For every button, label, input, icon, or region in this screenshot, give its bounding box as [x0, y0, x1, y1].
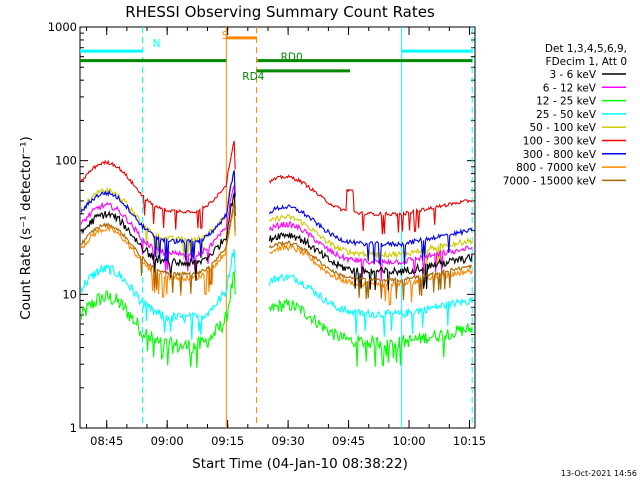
x-axis-label: Start Time (04-Jan-10 08:38:22) [192, 456, 408, 472]
mode-label: RD0 [281, 52, 303, 64]
x-tick-label: 09:15 [211, 434, 244, 448]
x-tick-label: 10:00 [392, 434, 425, 448]
timestamp: 13-Oct-2021 14:56 [561, 469, 637, 478]
legend-label: 25 - 50 keV [536, 109, 597, 121]
series-line-25-50-kev [81, 249, 473, 340]
legend-label: 6 - 12 keV [543, 82, 597, 94]
y-tick-label: 10 [62, 287, 77, 301]
legend-label: 12 - 25 keV [536, 96, 597, 108]
series-line-7000-15000-kev [81, 202, 473, 301]
series-line-100-300-kev [81, 140, 473, 235]
y-tick-label: 1000 [48, 20, 77, 34]
x-tick-label: 09:30 [272, 434, 305, 448]
y-tick-label: 1 [70, 421, 77, 435]
chart-title: RHESSI Observing Summary Count Rates [125, 3, 435, 21]
series-line-50-100-kev [81, 168, 473, 267]
legend-header-line-1: Det 1,3,4,5,6,9, [545, 43, 627, 55]
x-tick-label: 08:45 [90, 434, 123, 448]
series-line-12-25-kev [81, 270, 473, 368]
legend-label: 300 - 800 keV [523, 149, 597, 161]
plot-frame [79, 26, 476, 429]
plot-area: 1 10 100 1000 08:45 09:00 09:15 09:30 09:45 10:00… [48, 20, 486, 448]
x-tick-label: 09:45 [332, 434, 365, 448]
mode-label: RD4 [242, 71, 264, 83]
mode-label: N [153, 38, 161, 50]
legend-label: 50 - 100 keV [529, 122, 596, 134]
legend-label: 800 - 7000 keV [516, 162, 597, 174]
series-line-300-800-kev [81, 170, 473, 265]
y-tick-label: 100 [55, 154, 77, 168]
mode-label: S [222, 30, 229, 42]
legend-label: 3 - 6 keV [549, 69, 596, 81]
legend-label: 100 - 300 keV [523, 136, 597, 148]
series-line-6-12-kev [81, 183, 473, 281]
legend-header-line-2: FDecim 1, Att 0 [546, 56, 627, 68]
legend-label: 7000 - 15000 keV [503, 175, 597, 187]
y-axis-label: Count Rate (s⁻¹ detector⁻¹) [18, 136, 34, 320]
x-tick-label: 10:15 [453, 434, 486, 448]
x-tick-label: 09:00 [151, 434, 184, 448]
